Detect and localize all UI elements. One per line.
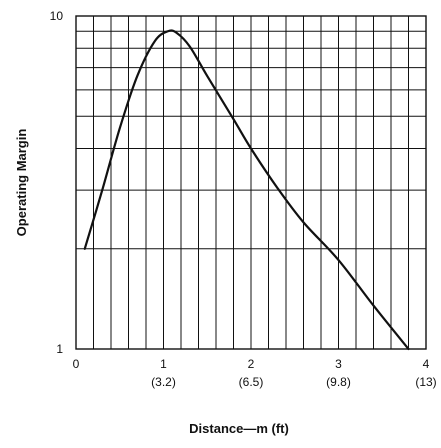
series-line [83, 29, 410, 351]
x-tick-sublabel: (13) [415, 375, 436, 389]
y-tick-label: 10 [50, 9, 64, 23]
x-tick-label: 4 [423, 357, 430, 371]
chart-grid [76, 16, 426, 349]
x-tick-label: 3 [335, 357, 342, 371]
x-tick-label: 0 [73, 357, 80, 371]
y-tick-label: 1 [56, 342, 63, 356]
x-tick-label: 2 [248, 357, 255, 371]
x-tick-label: 1 [160, 357, 167, 371]
plot-frame [75, 15, 427, 350]
x-tick-sublabel: (3.2) [151, 375, 176, 389]
x-tick-sublabel: (6.5) [239, 375, 264, 389]
y-axis-title: Operating Margin [14, 129, 29, 237]
x-tick-sublabel: (9.8) [326, 375, 351, 389]
series-layer [83, 29, 410, 351]
x-tick-labels: 0 1 (3.2) 2 (6.5) 3 (9.8) 4 (13) [73, 357, 437, 389]
x-axis-title: Distance—m (ft) [189, 421, 289, 436]
y-tick-labels: 1 10 [50, 9, 64, 356]
